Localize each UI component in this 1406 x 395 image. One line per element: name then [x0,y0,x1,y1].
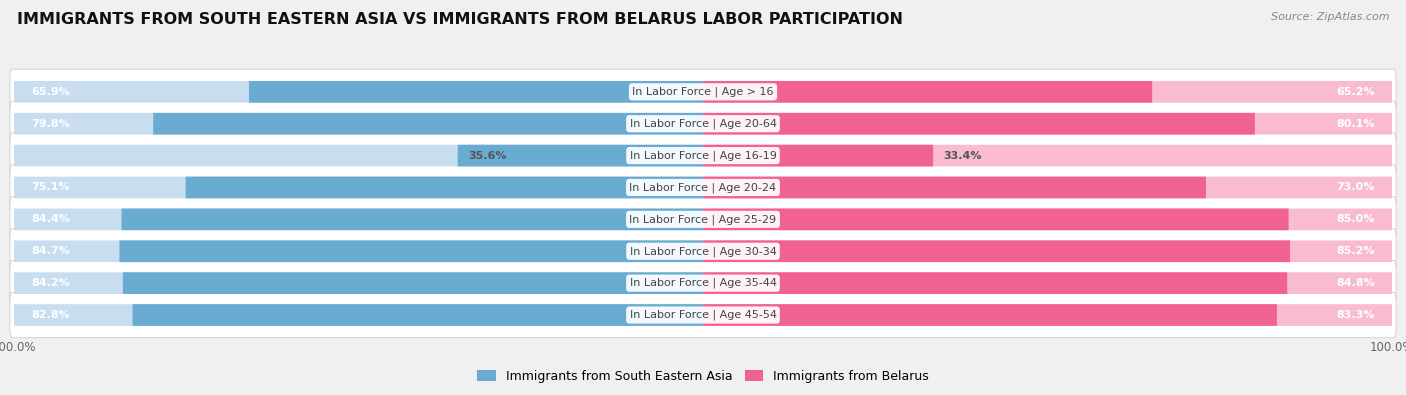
FancyBboxPatch shape [14,241,703,262]
Text: 82.8%: 82.8% [31,310,70,320]
FancyBboxPatch shape [703,209,1392,230]
FancyBboxPatch shape [121,209,703,230]
FancyBboxPatch shape [10,229,1396,274]
FancyBboxPatch shape [703,81,1152,103]
FancyBboxPatch shape [10,165,1396,210]
FancyBboxPatch shape [10,101,1396,147]
FancyBboxPatch shape [703,241,1289,262]
FancyBboxPatch shape [153,113,703,135]
Text: 73.0%: 73.0% [1336,182,1375,192]
FancyBboxPatch shape [132,304,703,326]
FancyBboxPatch shape [703,304,1392,326]
FancyBboxPatch shape [14,81,703,103]
FancyBboxPatch shape [14,272,703,294]
Text: 84.8%: 84.8% [1336,278,1375,288]
Text: In Labor Force | Age 16-19: In Labor Force | Age 16-19 [630,150,776,161]
FancyBboxPatch shape [10,197,1396,242]
FancyBboxPatch shape [703,272,1288,294]
Text: In Labor Force | Age 45-54: In Labor Force | Age 45-54 [630,310,776,320]
FancyBboxPatch shape [703,113,1254,135]
FancyBboxPatch shape [703,113,1392,135]
Text: 65.9%: 65.9% [31,87,70,97]
FancyBboxPatch shape [703,145,934,166]
Text: In Labor Force | Age 20-24: In Labor Force | Age 20-24 [630,182,776,193]
Text: 79.8%: 79.8% [31,119,70,129]
Text: 75.1%: 75.1% [31,182,70,192]
Text: Source: ZipAtlas.com: Source: ZipAtlas.com [1271,12,1389,22]
FancyBboxPatch shape [458,145,703,166]
FancyBboxPatch shape [703,272,1392,294]
Text: 35.6%: 35.6% [468,150,506,161]
FancyBboxPatch shape [10,69,1396,115]
Text: In Labor Force | Age 20-64: In Labor Force | Age 20-64 [630,118,776,129]
Legend: Immigrants from South Eastern Asia, Immigrants from Belarus: Immigrants from South Eastern Asia, Immi… [472,365,934,388]
Text: 84.7%: 84.7% [31,246,70,256]
FancyBboxPatch shape [249,81,703,103]
Text: 84.2%: 84.2% [31,278,70,288]
FancyBboxPatch shape [703,145,1392,166]
FancyBboxPatch shape [703,241,1392,262]
Text: 85.0%: 85.0% [1336,214,1375,224]
FancyBboxPatch shape [14,209,703,230]
FancyBboxPatch shape [10,260,1396,306]
FancyBboxPatch shape [703,177,1392,198]
Text: IMMIGRANTS FROM SOUTH EASTERN ASIA VS IMMIGRANTS FROM BELARUS LABOR PARTICIPATIO: IMMIGRANTS FROM SOUTH EASTERN ASIA VS IM… [17,12,903,27]
Text: 83.3%: 83.3% [1336,310,1375,320]
FancyBboxPatch shape [14,177,703,198]
Text: 85.2%: 85.2% [1336,246,1375,256]
FancyBboxPatch shape [14,304,703,326]
Text: In Labor Force | Age 30-34: In Labor Force | Age 30-34 [630,246,776,256]
Text: 65.2%: 65.2% [1336,87,1375,97]
FancyBboxPatch shape [703,209,1289,230]
Text: 80.1%: 80.1% [1336,119,1375,129]
FancyBboxPatch shape [120,241,703,262]
FancyBboxPatch shape [703,304,1277,326]
FancyBboxPatch shape [186,177,703,198]
FancyBboxPatch shape [10,292,1396,338]
FancyBboxPatch shape [10,133,1396,178]
FancyBboxPatch shape [14,113,703,135]
Text: 33.4%: 33.4% [943,150,981,161]
Text: In Labor Force | Age > 16: In Labor Force | Age > 16 [633,87,773,97]
FancyBboxPatch shape [122,272,703,294]
Text: In Labor Force | Age 25-29: In Labor Force | Age 25-29 [630,214,776,225]
Text: In Labor Force | Age 35-44: In Labor Force | Age 35-44 [630,278,776,288]
FancyBboxPatch shape [703,177,1206,198]
FancyBboxPatch shape [14,145,703,166]
FancyBboxPatch shape [703,81,1392,103]
Text: 84.4%: 84.4% [31,214,70,224]
